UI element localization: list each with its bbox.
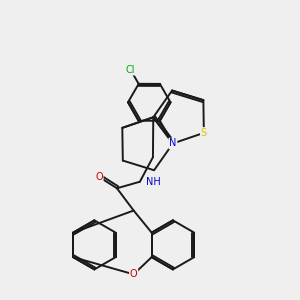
Text: N: N (169, 139, 177, 148)
Text: S: S (201, 128, 207, 138)
Text: Cl: Cl (126, 65, 135, 75)
Text: O: O (95, 172, 103, 182)
Text: NH: NH (146, 177, 160, 187)
Text: O: O (130, 269, 137, 279)
